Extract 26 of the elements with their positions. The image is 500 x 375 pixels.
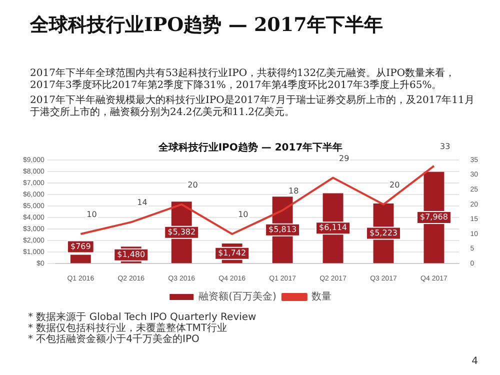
- data-label: $7,968: [420, 212, 448, 222]
- data-label: 10: [86, 210, 97, 220]
- data-label: $769: [70, 242, 91, 251]
- data-label: $5,813: [268, 224, 297, 234]
- text: * 不包括融资金额小于4千万美金的IPO: [28, 334, 200, 345]
- data-label: $5,223: [370, 228, 398, 238]
- data-label: 10: [238, 210, 248, 220]
- text: 2017年下半年融资规模最大的科技行业IPO是2017年7月于瑞士证券交易所上市的，及2017年11月于港交所上市的，融资额分别为24.2亿美元和11.2亿美元。: [30, 95, 475, 119]
- legend-label: 数量: [311, 292, 332, 303]
- legend-label: 融资额(百万美金): [198, 290, 276, 303]
- data-label: $1,480: [117, 250, 146, 259]
- data-label: 18: [288, 186, 299, 196]
- text: * 数据仅包括科技行业，未覆盖整体TMT行业: [28, 323, 228, 334]
- data-label: $5,382: [168, 227, 196, 236]
- data-label: 29: [339, 154, 350, 163]
- data-label: $6,114: [319, 223, 348, 232]
- data-label: 33: [440, 142, 450, 151]
- text: 2017年下半年全球范围内共有53起科技行业IPO，共获得约132亿美元融资。从IPO数量来看，2017年3季度环比2017年第2季度下降31%，2017年第4季度环比2017年3季度上升65%。: [30, 68, 456, 92]
- data-label: $1,742: [218, 248, 246, 258]
- chart-subtitle: 全球科技行业IPO趋势 — 2017年下半年: [157, 142, 343, 154]
- data-label: 20: [188, 180, 198, 190]
- text: 4: [472, 356, 478, 367]
- data-label: 14: [137, 198, 148, 208]
- data-label: 20: [390, 180, 400, 190]
- text: * 数据来源于 Global Tech IPO Quarterly Review: [28, 312, 256, 323]
- chart-title: 全球科技行业IPO趋势 — 2017年下半年: [30, 13, 383, 38]
